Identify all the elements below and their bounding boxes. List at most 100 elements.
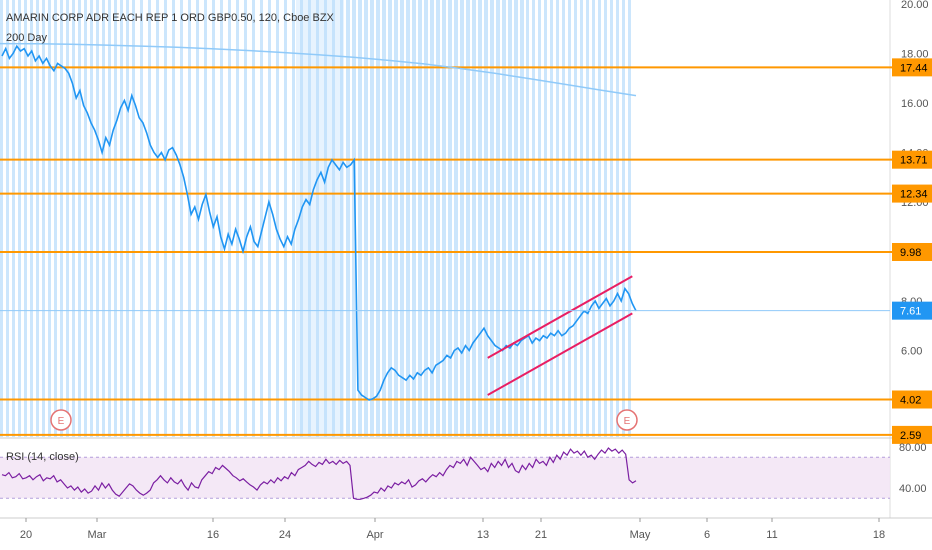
level-label: 13.71 — [900, 155, 928, 167]
level-badge — [892, 184, 932, 203]
level-badge — [892, 242, 932, 261]
chart-title: AMARIN CORP ADR EACH REP 1 ORD GBP0.50, … — [6, 12, 334, 24]
stripe — [460, 0, 464, 437]
x-tick-label: 16 — [207, 529, 219, 541]
stripe — [346, 0, 350, 437]
stripe — [54, 0, 57, 437]
stripe — [164, 0, 167, 437]
stripe — [268, 0, 271, 437]
stripe — [382, 0, 386, 437]
stripe — [148, 0, 151, 437]
stripe — [180, 0, 183, 437]
stripe — [376, 0, 380, 437]
stripe — [132, 0, 135, 437]
x-tick-label: 24 — [279, 529, 291, 541]
y-tick-label: 6.00 — [901, 346, 922, 358]
stripe — [84, 0, 87, 437]
stripe — [562, 0, 565, 437]
stripe — [0, 0, 3, 437]
stripe — [406, 0, 410, 437]
x-tick-label: 6 — [704, 529, 710, 541]
stripe — [586, 0, 589, 437]
stripe — [508, 0, 512, 437]
stripe — [478, 0, 482, 437]
ma-200-line — [0, 42, 637, 97]
stripe — [568, 0, 571, 437]
earnings-marker-label: E — [624, 416, 631, 427]
rsi-line — [1, 447, 637, 500]
stripe — [502, 0, 506, 437]
stripe — [394, 0, 398, 437]
stripe — [316, 0, 319, 437]
stripe — [412, 0, 416, 437]
stripe — [484, 0, 488, 437]
stripe — [12, 0, 15, 437]
stripe — [592, 0, 595, 437]
stripe — [228, 0, 231, 437]
earnings-marker-label: E — [58, 416, 65, 427]
stripe — [260, 0, 263, 437]
stripe — [78, 0, 81, 437]
x-tick-label: 21 — [535, 529, 547, 541]
stripe — [364, 0, 368, 437]
stripe — [574, 0, 577, 437]
stripe — [466, 0, 470, 437]
stripe — [90, 0, 93, 437]
stripe — [526, 0, 529, 437]
stripe — [236, 0, 239, 437]
stripe — [418, 0, 422, 437]
y-tick-label: 20.00 — [901, 0, 929, 11]
stripe — [204, 0, 207, 437]
stripe — [556, 0, 559, 437]
price-line — [1, 44, 637, 401]
stripe — [454, 0, 458, 437]
stripe — [598, 0, 601, 437]
stripe — [430, 0, 434, 437]
level-label: 2.59 — [900, 430, 921, 442]
stripe — [96, 0, 99, 437]
stripe — [448, 0, 452, 437]
stripe — [532, 0, 535, 437]
stripe — [332, 0, 335, 437]
rsi-band — [0, 457, 890, 499]
stripe — [172, 0, 175, 437]
level-badge — [892, 58, 932, 77]
stripe — [442, 0, 446, 437]
last-price-label: 7.61 — [900, 306, 921, 318]
x-tick-label: 18 — [873, 529, 885, 541]
stripe — [538, 0, 541, 437]
level-badge — [892, 425, 932, 444]
stripe — [324, 0, 327, 437]
earnings-marker — [50, 409, 72, 431]
stripe — [276, 0, 279, 437]
x-tick-label: Mar — [88, 529, 107, 541]
ma-legend-label: 200 Day — [6, 32, 47, 44]
stripe — [622, 0, 625, 437]
stripe — [120, 0, 123, 437]
x-tick-label: 13 — [477, 529, 489, 541]
x-tick-label: 20 — [20, 529, 32, 541]
channel-upper-line — [487, 275, 633, 359]
level-label: 9.98 — [900, 247, 921, 259]
level-badge — [892, 390, 932, 409]
stripe — [514, 0, 518, 437]
stripe — [300, 0, 303, 437]
stripe — [140, 0, 143, 437]
stripe — [156, 0, 159, 437]
stripe — [36, 0, 39, 437]
stripe — [550, 0, 553, 437]
stripe — [544, 0, 547, 437]
stripe — [436, 0, 440, 437]
stripe — [30, 0, 33, 437]
stripe — [308, 0, 311, 437]
rsi-legend-label: RSI (14, close) — [6, 451, 79, 463]
level-badge — [892, 150, 932, 169]
stripe — [388, 0, 392, 437]
x-tick-label: Apr — [366, 529, 383, 541]
stripe — [358, 0, 362, 437]
stripe — [424, 0, 428, 437]
earnings-marker — [616, 409, 638, 431]
stripe — [60, 0, 63, 437]
stripe — [126, 0, 129, 437]
